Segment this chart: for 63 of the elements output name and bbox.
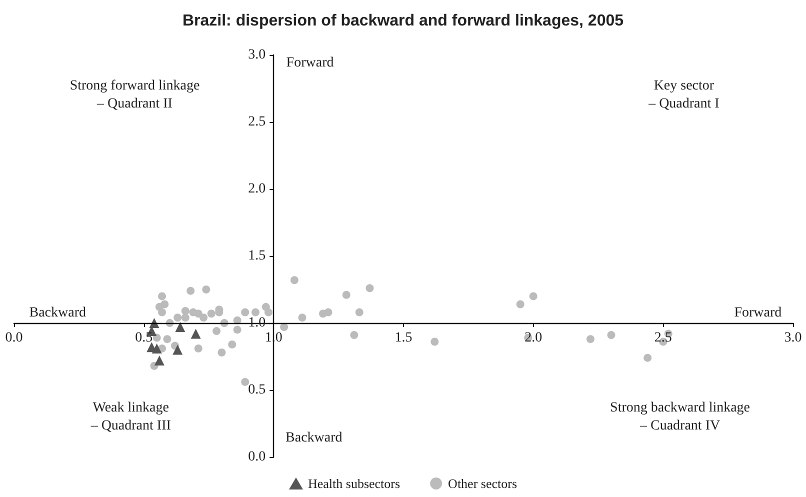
point (607, 331, 616, 340)
point (298, 314, 306, 322)
point (241, 308, 250, 316)
x-tick-label: 0.0 (5, 330, 23, 346)
y-tick-label: 1.5 (248, 248, 266, 264)
point (366, 284, 374, 292)
point (241, 378, 250, 386)
x-tick-label: 1.5 (394, 330, 412, 346)
point (252, 308, 260, 316)
point (200, 314, 208, 322)
y-tick-label: 3.0 (248, 48, 266, 62)
point (233, 326, 242, 334)
point (158, 292, 166, 300)
annotation: Backward (286, 430, 342, 446)
point (172, 344, 183, 355)
annotation: Backward (29, 306, 86, 321)
point (154, 356, 164, 366)
point (152, 334, 161, 342)
point (181, 314, 190, 322)
legend-label: Other sectors (448, 476, 518, 491)
x-tick-label: 2.5 (654, 330, 672, 346)
point (350, 331, 358, 340)
point (644, 354, 652, 362)
point (152, 343, 162, 354)
point (586, 335, 594, 344)
point (207, 310, 216, 318)
point (430, 338, 439, 346)
point (529, 292, 538, 300)
point (228, 340, 236, 348)
point (174, 314, 182, 322)
annotation: Forward (734, 306, 782, 321)
point (212, 327, 221, 336)
annotation: Key sector – Quadrant I (648, 78, 720, 112)
x-tick-label: 2.0 (524, 330, 542, 346)
point (163, 335, 172, 344)
point (181, 306, 190, 315)
point (324, 308, 332, 316)
x-tick-label: 0.5 (135, 330, 153, 346)
point (355, 308, 364, 316)
y-tick-label: 2.0 (248, 182, 266, 196)
y-tick-label: 0.5 (248, 382, 266, 398)
legend-label: Health subsectors (308, 476, 400, 491)
point (186, 286, 195, 295)
point (175, 322, 186, 332)
point (280, 323, 288, 332)
point (202, 286, 210, 294)
x-tick-label: 3.0 (784, 330, 802, 346)
point (342, 290, 350, 299)
annotation: Strong backward linkage – Cuadrant IV (610, 400, 750, 434)
point (158, 308, 166, 316)
annotation: Forward (286, 56, 334, 71)
point (516, 300, 524, 308)
point (194, 344, 202, 352)
point (290, 276, 298, 284)
point (218, 348, 226, 356)
point (190, 328, 201, 339)
point (264, 308, 272, 316)
y-tick-label: 0.0 (248, 450, 266, 464)
point (194, 310, 202, 318)
annotation: Strong forward linkage – Quadrant II (70, 78, 200, 112)
chart-title: Brazil: dispersion of backward and forward linkages, 2005 (182, 12, 624, 30)
y-tick-label: 2.5 (248, 114, 266, 130)
annotation: Weak linkage – Quadrant III (90, 400, 172, 434)
